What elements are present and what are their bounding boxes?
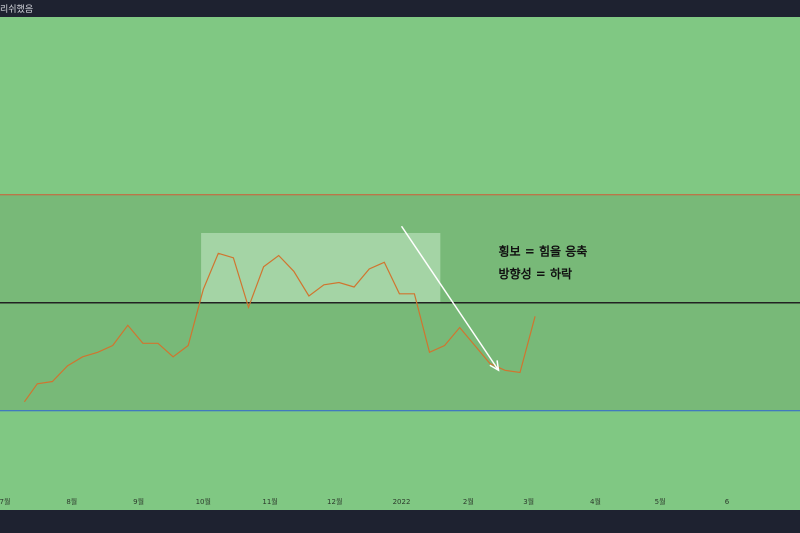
x-axis-ticks: 7월 8월 9월 10월 11월 12월 2022 2월 3월 4월 5월 6 [0, 497, 730, 506]
x-tick-label: 7월 [0, 497, 10, 506]
annotation-sideways: 횡보 = 힘을 응축 [498, 244, 587, 259]
x-tick-label: 4월 [590, 497, 601, 506]
x-tick-label: 9월 [133, 497, 144, 506]
window-title: 리쉬했음 [0, 5, 34, 15]
annotation-direction: 방향성 = 하락 [498, 266, 572, 281]
downtrend-arrow [400, 225, 500, 372]
x-tick-label: 2022 [393, 498, 411, 506]
title-bar: 리쉬했음 [0, 0, 800, 17]
bottom-bar [0, 510, 800, 533]
x-tick-label: 10월 [196, 497, 211, 506]
x-tick-label: 12월 [327, 497, 342, 506]
x-tick-label: 11월 [262, 497, 277, 506]
x-tick-label: 2월 [463, 497, 474, 506]
sideways-highlight-box [201, 233, 441, 303]
price-chart[interactable]: 횡보 = 힘을 응축 방향성 = 하락 7월 8월 9월 10월 11월 12월 2022 2… [0, 17, 800, 510]
x-tick-label: 3월 [523, 497, 534, 506]
x-tick-label: 6 [725, 498, 730, 506]
x-tick-label: 8월 [66, 497, 77, 506]
x-tick-label: 5월 [655, 497, 666, 506]
price-series-line [23, 252, 536, 403]
